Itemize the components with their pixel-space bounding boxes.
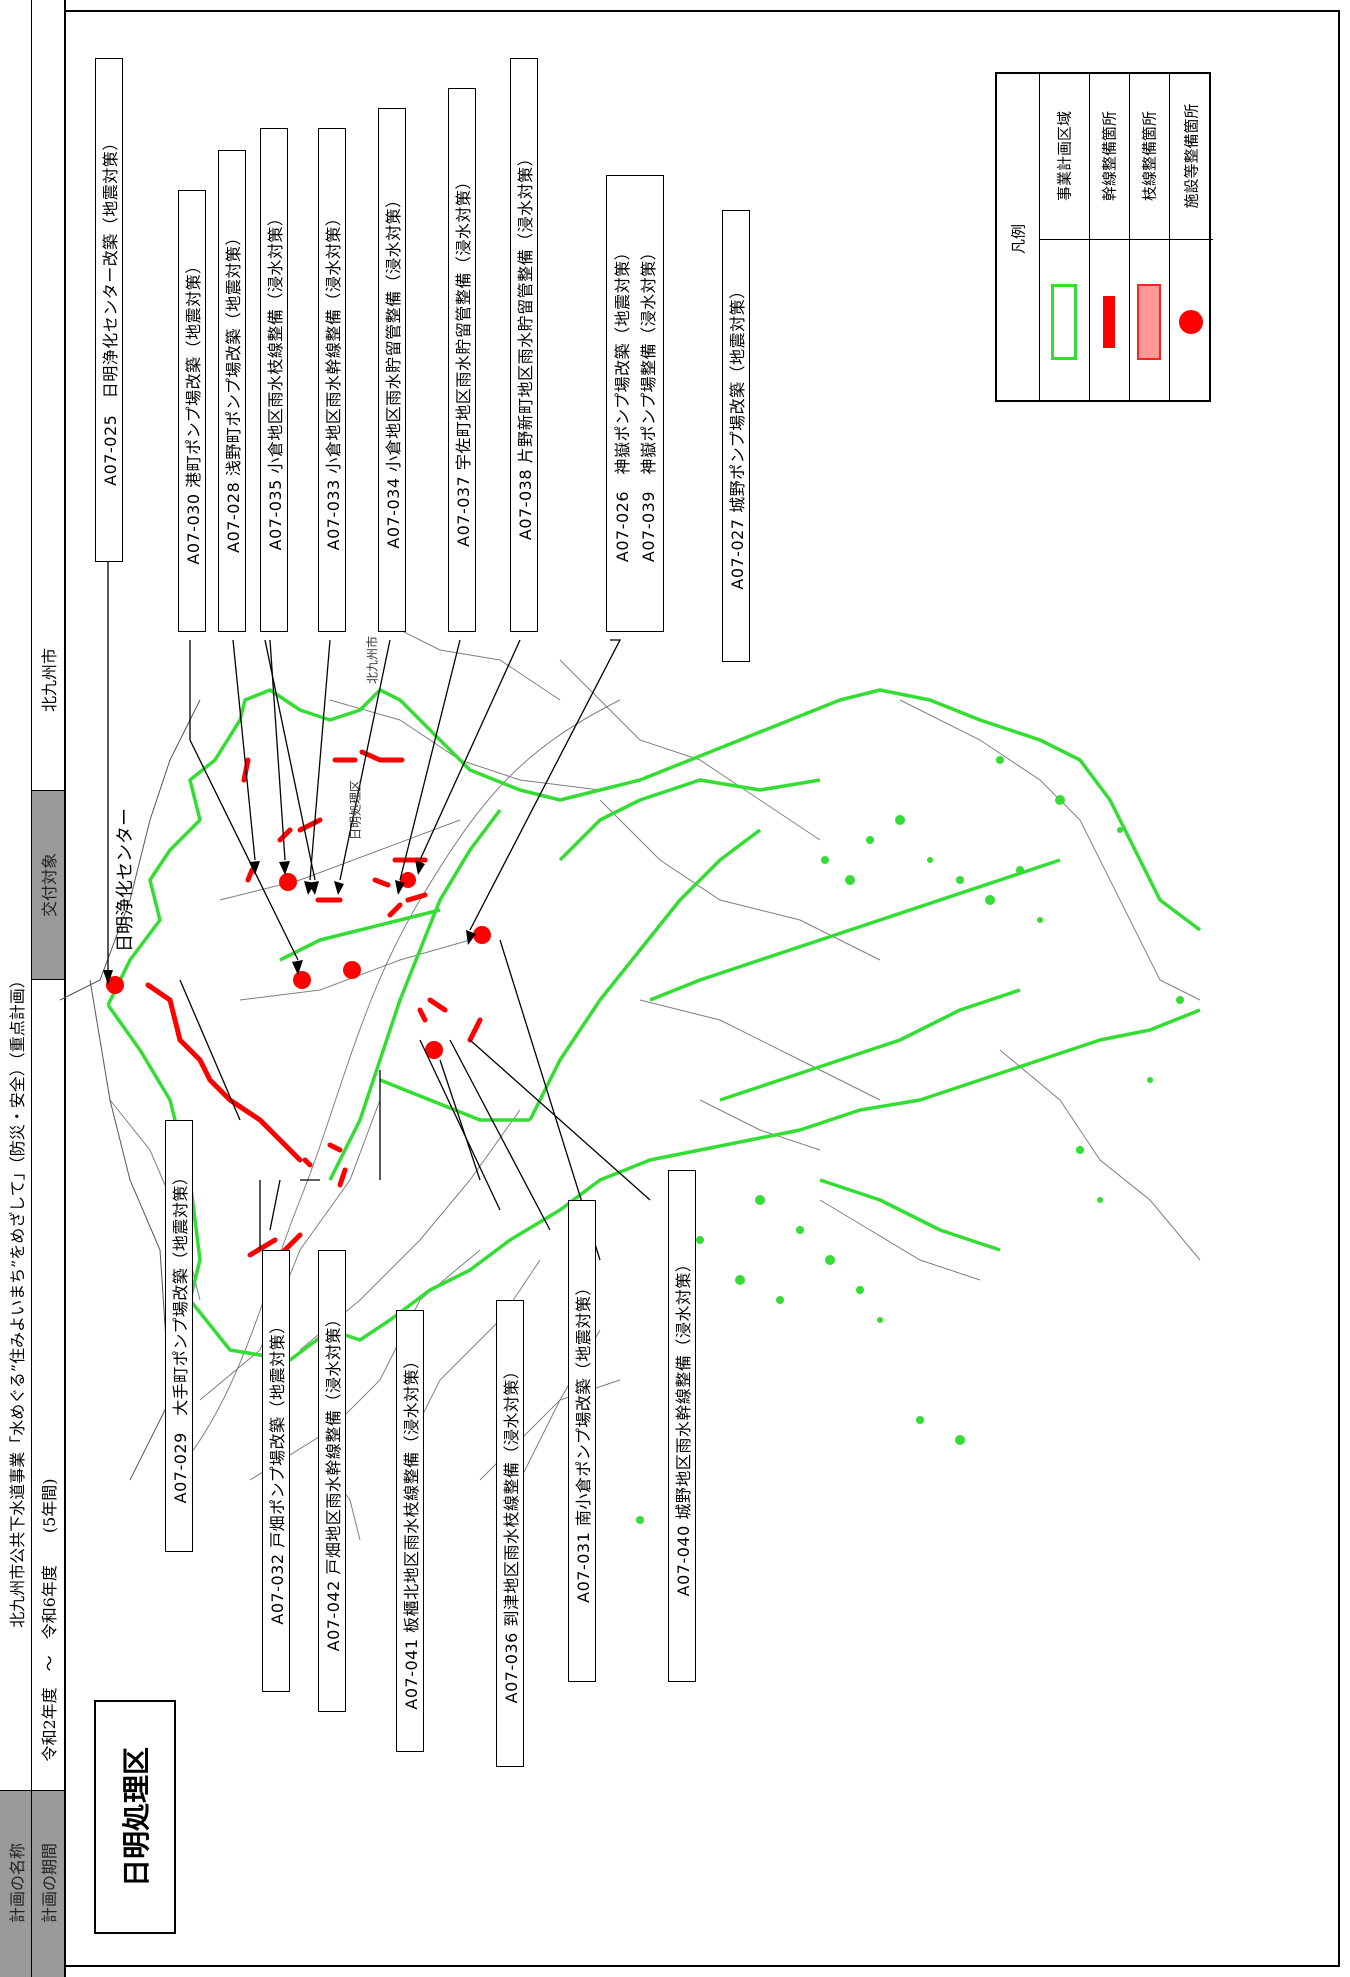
callout-a07-032: A07-032 戸畑ポンプ場改築（地震対策） [262, 1250, 290, 1692]
legend: 凡例 事業計画区域 幹線整備箇所 枝線整備箇所 施設等整備箇所 [995, 72, 1213, 402]
header-label-cell-period [32, 1790, 64, 1977]
callout-leaders [107, 560, 651, 1261]
map-city-label: 北九州市 [365, 635, 380, 685]
header-label-cell-name [0, 1790, 31, 1977]
callout-a07-025: A07-025 日明浄化センター改築（地震対策） [95, 58, 123, 562]
callout-a07-031: A07-031 南小倉ポンプ場改築（地震対策） [568, 1200, 596, 1682]
callout-a07-037: A07-037 宇佐町地区雨水貯留管整備（浸水対策） [448, 88, 476, 632]
callout-a07-027: A07-027 城野ポンプ場改築（地震対策） [722, 210, 750, 662]
project-area-fragments [517, 756, 1184, 1543]
callout-a07-026-039: A07-026 神嶽ポンプ場改築（地震対策） A07-039 神嶽ポンプ場整備（… [606, 175, 664, 632]
header-label-cell-target [32, 790, 64, 980]
red-bar-icon [1103, 296, 1115, 348]
callout-a07-033: A07-033 小倉地区雨水幹線整備（浸水対策） [318, 128, 346, 632]
green-outline-rect-icon [1051, 284, 1077, 360]
project-area-outline [106, 688, 1202, 1362]
callout-a07-029: A07-029 大手町ポンプ場改築（地震対策） [165, 1120, 193, 1552]
callout-a07-030: A07-030 港町ポンプ場改築（地震対策） [178, 190, 206, 632]
pink-rect-icon [1137, 284, 1161, 360]
callout-a07-028: A07-028 浅野町ポンプ場改築（地震対策） [218, 150, 246, 632]
red-dot-icon [1179, 310, 1203, 334]
map-frame [64, 10, 1340, 1967]
plan-header-row-name [0, 0, 32, 1977]
callout-a07-036: A07-036 到津地区雨水枝線整備（浸水対策） [496, 1300, 524, 1767]
map-ward-label: 日明処理区 [348, 779, 363, 841]
callout-arrowheads [103, 860, 476, 985]
callout-a07-035: A07-035 小倉地区雨水枝線整備（浸水対策） [260, 128, 288, 632]
coast-line [59, 699, 201, 1481]
legend-title: 凡例 [1009, 223, 1028, 255]
callout-a07-042: A07-042 戸畑地区雨水幹線整備（浸水対策） [318, 1250, 346, 1712]
center-label: 日明浄化センター [115, 808, 136, 952]
callout-a07-040: A07-040 城野地区雨水幹線整備（浸水対策） [668, 1170, 696, 1682]
district-title: 日明処理区 [120, 1746, 153, 1888]
callout-a07-034: A07-034 小倉地区雨水貯留管整備（浸水対策） [378, 108, 406, 632]
district-title-box: 日明処理区 [94, 1700, 176, 1934]
callout-a07-041: A07-041 板櫃北地区雨水枝線整備（浸水対策） [396, 1310, 424, 1752]
facility-sites [106, 872, 491, 1059]
callout-a07-038: A07-038 片野新町地区雨水貯留管整備（浸水対策） [510, 58, 538, 632]
